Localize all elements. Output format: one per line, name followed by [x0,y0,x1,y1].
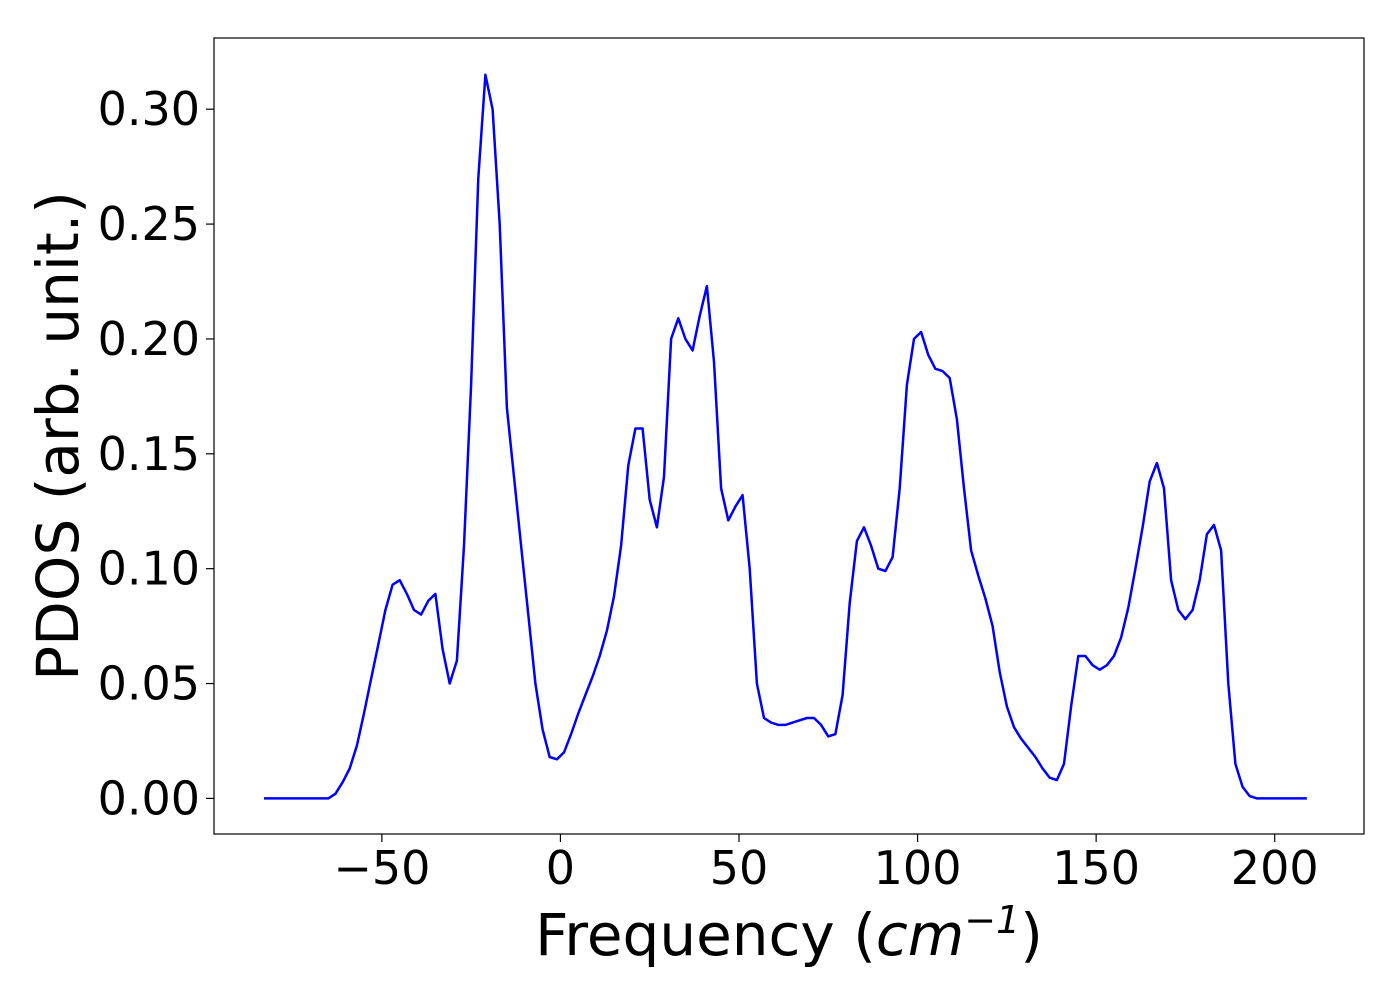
x-axis-unit-open: ( [853,901,876,969]
y-tick-label: 0.30 [98,82,200,136]
y-tick-label: 0.20 [98,312,200,366]
y-axis-title: PDOS (arb. unit.) [24,191,92,681]
y-tick-label: 0.15 [98,427,200,481]
y-tick-label: 0.05 [98,657,200,711]
x-axis-ticks: −50 0 50 100 150 200 [333,834,1319,895]
y-tick-label: 0.25 [98,197,200,251]
x-tick-label: 0 [546,841,575,895]
x-tick-label: 50 [710,841,769,895]
x-axis-unit-math: cm [876,901,964,969]
y-axis-ticks: 0.00 0.05 0.10 0.15 0.20 0.25 0.30 [98,82,214,825]
x-axis-unit-close: ) [1020,901,1043,969]
x-tick-label: 200 [1231,841,1319,895]
y-tick-label: 0.10 [98,542,200,596]
x-tick-label: 150 [1052,841,1140,895]
x-tick-label: −50 [333,841,430,895]
y-tick-label: 0.00 [98,771,200,825]
x-axis-unit-sup: −1 [964,898,1020,942]
plot-frame [213,37,1365,835]
pdos-line [264,73,1307,800]
x-axis-title-text: Frequency [535,901,835,969]
x-tick-label: 100 [874,841,962,895]
x-axis-title: Frequency (cm−1) [535,898,1043,969]
